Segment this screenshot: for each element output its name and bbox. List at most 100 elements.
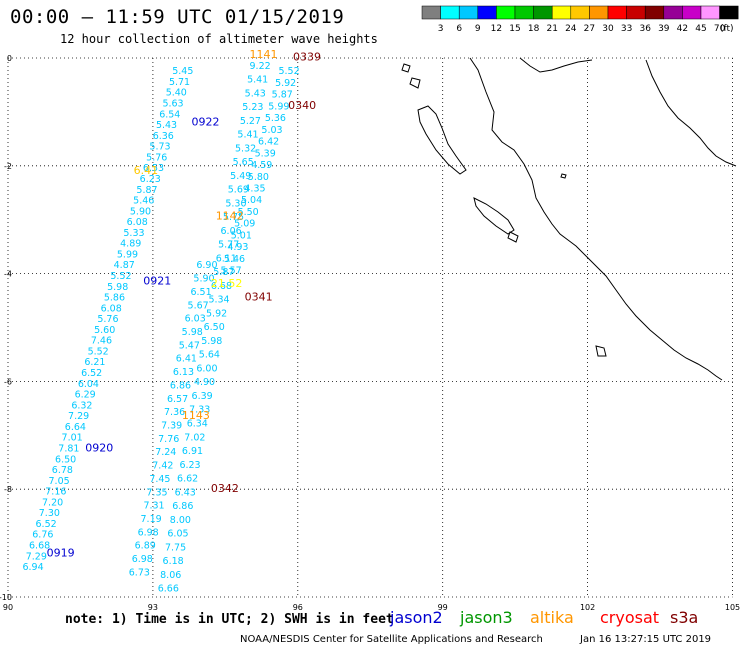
wave-height-value: 6.78 (52, 465, 73, 476)
wave-height-value: 7.29 (26, 551, 47, 562)
pass-time-label: 21.52 (211, 277, 243, 290)
legend-tick-label: 12 (491, 24, 502, 34)
wave-height-value: 6.42 (258, 137, 279, 148)
wave-height-value: 5.69 (228, 185, 249, 196)
legend-tick-label: 24 (565, 24, 577, 34)
wave-height-value: 5.46 (133, 196, 154, 207)
wave-height-value: 5.33 (123, 228, 144, 239)
wave-height-value: 5.71 (169, 77, 190, 88)
coastline (401, 57, 737, 381)
wave-height-value: 5.04 (241, 195, 262, 206)
satellite-label-cryosat: cryosat (600, 608, 660, 627)
wave-height-value: 6.98 (138, 527, 159, 538)
wave-height-value: 4.90 (194, 377, 215, 388)
satellite-label-altika: altika (530, 608, 574, 627)
wave-height-value: 6.51 (190, 287, 211, 298)
wave-height-value: 6.86 (172, 501, 193, 512)
wave-height-value: 6.29 (75, 390, 96, 401)
wave-height-value: 5.64 (199, 350, 220, 361)
wave-height-value: 6.62 (177, 474, 198, 485)
wave-height-value: 6.98 (132, 554, 153, 565)
pass-time-label: 0341 (245, 291, 273, 304)
wave-height-value: 6.50 (55, 454, 76, 465)
y-tick-label: -4 (4, 270, 12, 279)
wave-height-value: 7.20 (42, 497, 63, 508)
legend-unit: (ft) (720, 24, 734, 34)
y-tick-label: -8 (4, 485, 12, 494)
wave-height-value: 5.60 (94, 325, 115, 336)
legend-tick-label: 70 (714, 24, 726, 34)
wave-height-value: 5.43 (245, 88, 266, 99)
legend-tick-label: 18 (528, 24, 540, 34)
wave-height-value: 4.93 (227, 242, 248, 253)
wave-height-value: 7.45 (149, 474, 170, 485)
wave-height-value: 5.92 (275, 78, 296, 89)
pass-time-label: 0340 (288, 99, 316, 112)
credit-line: NOAA/NESDIS Center for Satellite Applica… (240, 634, 543, 645)
y-tick-label: -2 (4, 162, 12, 171)
y-tick-label: -6 (4, 377, 12, 386)
map-title: 00:00 – 11:59 UTC 01/15/2019 (10, 6, 345, 28)
wave-height-value: 7.75 (165, 542, 186, 553)
wave-height-value: 5.87 (136, 185, 157, 196)
wave-height-value: 5.73 (149, 142, 170, 153)
wave-height-value: 6.36 (153, 131, 174, 142)
wave-height-value: 6.08 (101, 303, 122, 314)
legend-swatch (719, 5, 739, 20)
wave-height-value: 7.42 (152, 461, 173, 472)
wave-height-value: 5.34 (208, 295, 229, 306)
wave-height-value: 7.31 (143, 501, 164, 512)
wave-height-value: 5.87 (272, 90, 293, 101)
wave-height-value: 5.39 (255, 148, 276, 159)
y-tick-label: 0 (7, 54, 12, 63)
legend-tick-label: 45 (695, 24, 706, 34)
legend-tick-label: 39 (658, 24, 670, 34)
pass-time-label: 6.41 (134, 164, 159, 177)
wave-height-value: 5.76 (146, 152, 167, 163)
wave-height-value: 7.81 (58, 443, 79, 454)
wave-height-value: 5.23 (242, 102, 263, 113)
generated-timestamp: Jan 16 13:27:15 UTC 2019 (580, 634, 712, 645)
wave-height-value: 5.98 (182, 327, 203, 338)
wave-height-value: 6.18 (163, 556, 184, 567)
wave-height-value: 6.90 (196, 260, 217, 271)
footnote: note: 1) Time is in UTC; 2) SWH is in fe… (65, 612, 394, 627)
wave-height-value: 5.67 (188, 300, 209, 311)
wave-height-value: 5.32 (235, 143, 256, 154)
satellite-label-jason3: jason3 (460, 608, 513, 627)
wave-height-value: 6.08 (127, 217, 148, 228)
wave-height-value: 5.30 (225, 198, 246, 209)
wave-height-value: 6.54 (159, 109, 180, 120)
wave-height-value: 5.03 (261, 125, 282, 136)
legend-tick-label: 33 (621, 24, 632, 34)
wave-height-value: 6.50 (204, 322, 225, 333)
wave-height-value: 5.86 (104, 293, 125, 304)
wave-height-value: 5.98 (201, 336, 222, 347)
wave-height-value: 6.03 (185, 314, 206, 325)
x-tick-label: 99 (438, 603, 448, 612)
wave-height-value: 6.23 (140, 174, 161, 185)
wave-height-value: 5.99 (117, 249, 138, 260)
wave-height-value: 6.86 (170, 380, 191, 391)
wave-height-value: 5.80 (248, 172, 269, 183)
legend-tick-label: 42 (677, 24, 688, 34)
wave-height-value: 5.46 (224, 254, 245, 265)
wave-height-value: 5.87 (213, 267, 234, 278)
wave-height-value: 6.11 (216, 253, 237, 264)
legend-tick-label: 30 (602, 24, 614, 34)
wave-height-value: 5.92 (206, 308, 227, 319)
satellite-label-s3a: s3a (670, 608, 699, 627)
wave-height-value: 6.57 (167, 394, 188, 405)
wave-height-value: 5.27 (240, 116, 261, 127)
wave-height-value: 5.90 (193, 274, 214, 285)
wave-height-value: 7.05 (49, 476, 70, 487)
wave-height-value: 5.52 (88, 346, 109, 357)
x-tick-label: 96 (293, 603, 303, 612)
wave-height-value: 6.66 (158, 584, 179, 595)
wave-height-value: 9.22 (250, 61, 271, 72)
x-tick-label: 90 (3, 603, 13, 612)
map-subtitle: 12 hour collection of altimeter wave hei… (60, 32, 378, 46)
legend-tick-label: 9 (475, 24, 481, 34)
wave-height-value: 6.05 (167, 529, 188, 540)
wave-height-value: 7.76 (158, 434, 179, 445)
